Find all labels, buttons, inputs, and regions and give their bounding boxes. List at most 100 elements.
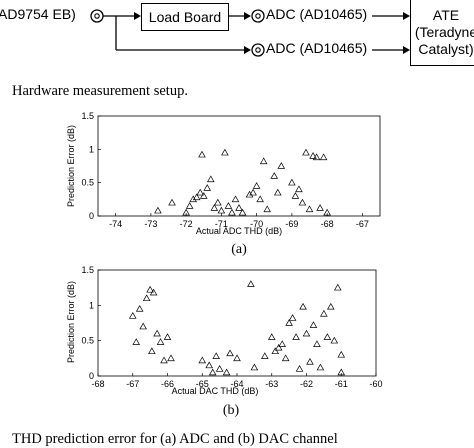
load-board-box: Load Board [141, 3, 229, 31]
data-point-triangle [295, 185, 303, 193]
data-point-triangle [323, 208, 331, 216]
data-point-triangle [146, 285, 154, 293]
data-point-triangle [168, 198, 176, 206]
x-tick-label: -69 [285, 219, 298, 229]
data-point-triangle [319, 153, 328, 161]
data-point-triangle [273, 188, 282, 196]
data-point-triangle [249, 188, 257, 196]
ate-line-1: ATE [432, 6, 460, 23]
data-point-triangle [288, 314, 297, 321]
y-axis-label: Prediction Error (dB) [66, 125, 76, 207]
subfigure-label: (a) [231, 242, 247, 257]
data-point-triangle [222, 368, 231, 376]
y-tick-label: 1 [89, 144, 94, 154]
ate-line-3: Catalyst) [418, 40, 474, 57]
data-point-triangle [139, 322, 147, 330]
x-tick-label: -64 [230, 379, 243, 389]
data-point-triangle [231, 195, 240, 203]
subfigure-label: (b) [223, 403, 240, 418]
data-point-triangle [205, 361, 214, 369]
data-point-triangle [228, 208, 236, 216]
data-point-triangle [302, 329, 311, 337]
caption-top: Hardware measurement setup. [12, 83, 188, 99]
diagram-wires [90, 9, 410, 57]
x-tick-label: -67 [356, 219, 369, 229]
data-point-triangle [252, 182, 261, 189]
y-tick-label: 0 [89, 371, 94, 381]
data-point-triangle [309, 321, 318, 328]
data-point-triangle [271, 347, 280, 355]
data-point-triangle [142, 294, 151, 302]
y-tick-label: 1.5 [81, 111, 94, 121]
data-point-triangle [135, 304, 144, 312]
data-point-triangle [156, 338, 165, 345]
data-point-triangle [154, 206, 162, 214]
data-point-triangle [288, 178, 296, 186]
source-label: AD9754 EB) [0, 6, 76, 22]
x-tick-label: -70 [250, 219, 263, 229]
x-tick-label: -73 [144, 219, 157, 229]
data-point-triangle [263, 205, 272, 213]
data-point-triangle [192, 193, 201, 201]
data-point-triangle [302, 148, 310, 156]
y-tick-label: 0.5 [81, 178, 94, 188]
data-point-triangle [299, 302, 307, 310]
data-point-triangle [323, 333, 332, 340]
caption-bottom: THD prediction error for (a) ADC and (b)… [12, 431, 338, 447]
data-point-triangle [330, 336, 339, 344]
data-point-triangle [149, 288, 158, 296]
data-point-triangle [233, 354, 241, 362]
plot-frame [97, 115, 381, 217]
data-point-triangle [316, 363, 325, 371]
data-point-triangle [198, 356, 207, 364]
y-tick-label: 1.5 [81, 265, 94, 275]
data-point-triangle [250, 363, 259, 371]
x-tick-label: -66 [161, 379, 174, 389]
x-tick-label: -71 [215, 219, 228, 229]
data-point-triangle [221, 148, 229, 156]
data-point-triangle [247, 280, 255, 287]
data-point-triangle [153, 329, 161, 337]
chart-b: -68 -67 -66 -65 -64 -63 -62 -61 -60 0 0.5 1 1.5 Actu… [66, 265, 383, 418]
x-tick-label: -72 [180, 219, 193, 229]
data-point-triangle [267, 333, 276, 340]
ate-box: ATE (Teradyne Catalyst) [410, 0, 474, 66]
data-point-triangle [224, 202, 233, 209]
data-point-triangle [306, 357, 314, 365]
data-point-triangle [132, 338, 141, 345]
x-tick-label: -74 [109, 219, 122, 229]
x-tick-label: -68 [91, 379, 104, 389]
data-point-triangle [128, 312, 137, 319]
x-axis-label: Actual DAC THD (dB) [172, 386, 259, 396]
data-point-triangle [298, 198, 307, 206]
data-point-triangle [333, 283, 342, 291]
x-tick-label: -61 [335, 379, 348, 389]
data-point-triangle [256, 195, 264, 203]
data-point-triangle [189, 195, 197, 203]
data-point-triangle [274, 343, 283, 351]
data-point-triangle [270, 172, 279, 179]
x-tick-label: -62 [300, 379, 313, 389]
data-point-triangle [277, 162, 286, 169]
y-tick-label: 0 [89, 211, 94, 221]
data-point-triangle [320, 309, 328, 317]
adc-bottom-label: ADC (AD10465) [266, 40, 368, 56]
data-point-triangle [260, 352, 269, 359]
data-point-triangle [305, 205, 314, 213]
data-point-triangle [206, 175, 215, 183]
data-point-triangle [312, 153, 321, 161]
data-point-triangle [337, 350, 346, 358]
y-tick-label: 1 [89, 300, 94, 310]
data-point-triangle [199, 192, 208, 199]
data-point-triangle [292, 333, 300, 340]
data-point-triangle [309, 152, 317, 159]
data-point-triangle [278, 340, 286, 347]
plot-frame [97, 269, 377, 377]
data-point-triangle [160, 356, 168, 364]
x-tick-label: -67 [126, 379, 139, 389]
data-point-triangle [295, 365, 304, 372]
data-point-triangle [167, 354, 175, 362]
data-point-triangle [281, 354, 290, 362]
data-point-triangle [327, 302, 335, 310]
data-point-triangle [285, 319, 293, 326]
